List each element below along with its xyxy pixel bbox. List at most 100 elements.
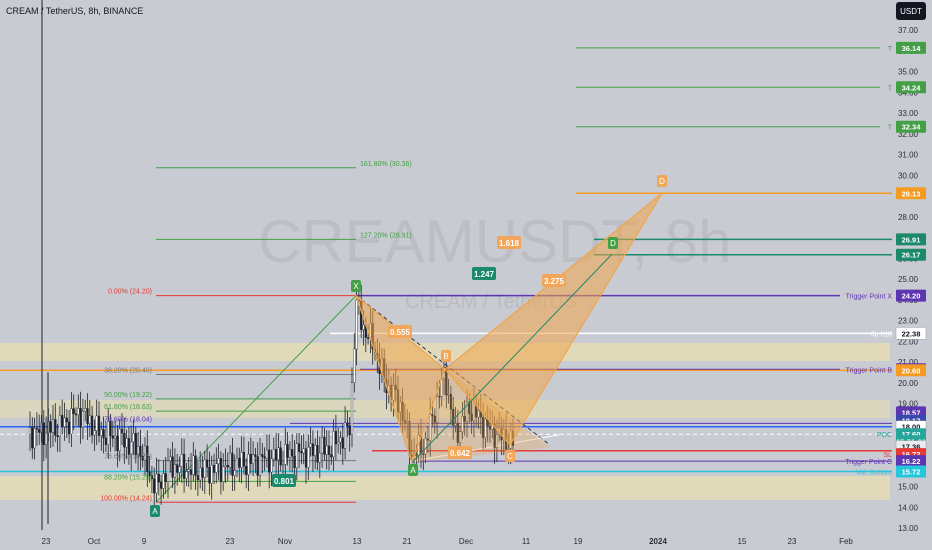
price-label-value: 29.13 <box>902 189 921 198</box>
candle-body <box>459 431 462 443</box>
candle-body <box>268 449 271 473</box>
price-label-value: 20.60 <box>902 366 921 375</box>
candle-body <box>173 464 176 478</box>
candle-body <box>45 432 48 445</box>
candle-body <box>350 382 354 436</box>
ratio-label: 1.618 <box>499 239 520 248</box>
watermark: CREAMUSDT, 8h <box>258 208 731 275</box>
candle-body <box>118 428 121 452</box>
candle-body <box>314 445 317 456</box>
ratio-badge <box>497 236 521 249</box>
candle-body <box>298 443 301 452</box>
candle-body <box>426 438 429 441</box>
candle-body <box>127 438 130 455</box>
ratio-label: 0.555 <box>390 328 411 337</box>
x-tick-label: 9 <box>142 537 147 546</box>
candle-body <box>330 454 333 458</box>
price-label-tag: Trigger Point B <box>846 367 893 374</box>
candle-body <box>431 414 434 417</box>
candle-body <box>337 441 340 445</box>
candle-body <box>454 423 457 426</box>
candle-body <box>429 414 432 441</box>
candle-body <box>88 415 91 424</box>
candle-body <box>148 471 151 476</box>
price-label-tag: Trigger Point X <box>846 294 893 301</box>
y-tick-label: 37.00 <box>898 26 919 35</box>
candle-body <box>415 453 418 456</box>
price-label-badge <box>896 455 926 468</box>
candle-body <box>182 453 186 479</box>
candle-body <box>488 425 492 430</box>
candle-body <box>507 447 510 450</box>
x-tick-label: 19 <box>574 537 583 546</box>
candle-body <box>323 437 326 455</box>
pattern-point-badge <box>150 505 160 517</box>
candle-body <box>49 421 52 433</box>
candle-body <box>445 367 448 396</box>
y-tick-label: 30.00 <box>898 171 919 180</box>
fib-label: 127.20% (26.91) <box>360 232 412 239</box>
candle-body <box>123 433 126 448</box>
ratio-badge <box>388 325 412 338</box>
candle-body <box>150 475 153 479</box>
x-tick-label: 21 <box>403 537 412 546</box>
y-tick-label: 31.00 <box>898 151 919 160</box>
teal-leg <box>411 253 613 463</box>
pattern-point-badge <box>608 237 618 249</box>
candle-body <box>309 443 312 448</box>
y-tick-label: 32.00 <box>898 130 919 139</box>
candle-body <box>28 427 32 435</box>
pattern-point-badge <box>657 175 667 187</box>
candle-body <box>199 467 202 481</box>
ratio-badge <box>472 267 496 280</box>
candle-body <box>224 464 227 467</box>
pattern-point-label: B <box>443 352 448 361</box>
candle-body <box>482 417 485 439</box>
candle-body <box>272 449 275 460</box>
candle-body <box>97 415 101 436</box>
price-label-value: 26.17 <box>902 251 921 260</box>
candle-body <box>468 401 471 414</box>
candle-body <box>422 453 425 456</box>
y-tick-label: 19.00 <box>898 400 919 409</box>
candle-body <box>31 427 34 449</box>
price-label-badge <box>896 248 926 261</box>
candle-body <box>196 475 199 481</box>
y-tick-label: 14.00 <box>898 503 919 512</box>
currency-button[interactable] <box>896 2 926 20</box>
candle-body <box>86 408 89 424</box>
candle-body <box>146 445 149 472</box>
candle-body <box>176 464 179 473</box>
fib-label: 61.80% (18.63) <box>104 404 152 411</box>
candle-body <box>304 448 308 468</box>
price-label-value: 17.60 <box>902 430 921 439</box>
candle-body <box>307 446 310 468</box>
candle-body <box>38 429 41 433</box>
candle-body <box>192 455 195 475</box>
price-label-badge <box>896 465 926 478</box>
price-label-tag: Trigger Point C <box>845 459 892 466</box>
candle-body <box>169 456 172 462</box>
x-tick-label: 2024 <box>649 537 667 546</box>
candle-body <box>477 410 480 418</box>
candle-body <box>139 445 142 457</box>
candle-body <box>279 447 282 466</box>
candle-body <box>81 410 84 428</box>
fib-label: 78.60% (18.04) <box>104 416 152 423</box>
candle-body <box>79 408 82 428</box>
candle-body <box>456 423 459 443</box>
candle-body <box>210 465 213 484</box>
x-tick-label: 23 <box>788 537 797 546</box>
candle-body <box>35 428 38 430</box>
candle-body <box>424 438 427 455</box>
candle-body <box>153 478 156 494</box>
price-label-value: 34.24 <box>902 83 922 92</box>
pattern-point-label: A <box>410 466 416 475</box>
candle-body <box>270 458 273 473</box>
candle-body <box>332 431 335 458</box>
candle-body <box>42 422 45 445</box>
candle-body <box>159 482 163 489</box>
fib-label: 0.00% (24.20) <box>108 289 152 296</box>
candle-body <box>249 453 252 464</box>
